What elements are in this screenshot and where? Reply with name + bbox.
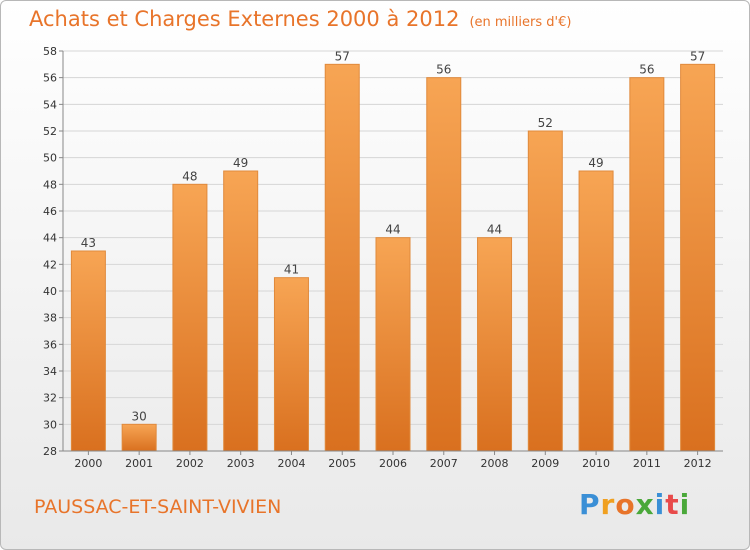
y-tick-label: 40	[43, 285, 57, 298]
x-tick-label-2000: 2000	[74, 457, 102, 470]
bar-2004	[273, 277, 309, 452]
x-tick-label-2008: 2008	[481, 457, 509, 470]
logo-letter: x	[635, 488, 655, 521]
y-tick-label: 50	[43, 152, 57, 165]
data-label-2004: 41	[284, 263, 299, 277]
logo-letter: P	[579, 488, 601, 521]
y-tick-label: 52	[43, 125, 57, 138]
logo-letter: i	[679, 488, 691, 521]
x-tick-label-2009: 2009	[531, 457, 559, 470]
bar-2008	[477, 237, 513, 452]
commune-name: PAUSSAC-ET-SAINT-VIVIEN	[34, 496, 282, 518]
data-label-2000: 43	[81, 236, 96, 250]
y-tick-label: 36	[43, 338, 57, 351]
data-label-2002: 48	[182, 169, 197, 183]
logo-letter: o	[615, 488, 636, 521]
bar-2010	[578, 170, 614, 452]
x-tick-label-2002: 2002	[176, 457, 204, 470]
logo-letter: r	[600, 488, 616, 521]
y-tick-label: 32	[43, 392, 57, 405]
bar-2005	[324, 63, 360, 452]
x-tick-label-2006: 2006	[379, 457, 407, 470]
data-label-2010: 49	[588, 156, 603, 170]
data-label-2001: 30	[132, 409, 147, 423]
x-tick-label-2011: 2011	[633, 457, 661, 470]
data-label-2011: 56	[639, 63, 654, 77]
y-tick-label: 48	[43, 178, 57, 191]
y-tick-label: 44	[43, 232, 57, 245]
x-tick-label-2001: 2001	[125, 457, 153, 470]
proxiti-logo: Proxiti	[579, 488, 690, 521]
axis-layer: 28 30 32 34 36 38 40 42 44 46 48 50 52 54 56 58 2000 2001…	[43, 45, 723, 470]
y-tick-label: 42	[43, 258, 57, 271]
bar-layer: 43 30 48 49 41 57 44 56 44 52 49 56 57	[70, 49, 716, 452]
y-tick-label: 58	[43, 45, 57, 58]
chart-unit: (en milliers d'€)	[469, 15, 572, 30]
bar-2012	[680, 63, 716, 452]
x-tick-label-2003: 2003	[227, 457, 255, 470]
bar-2007	[426, 77, 462, 452]
x-tick-label-2007: 2007	[430, 457, 458, 470]
data-label-2005: 57	[335, 49, 350, 63]
y-tick-label: 56	[43, 72, 57, 85]
bar-2000	[70, 250, 106, 452]
bar-2011	[629, 77, 665, 452]
y-tick-label: 38	[43, 312, 57, 325]
data-label-2008: 44	[487, 223, 502, 237]
bar-2001	[121, 423, 157, 452]
data-label-2003: 49	[233, 156, 248, 170]
bar-2003	[223, 170, 259, 452]
logo-letter: t	[665, 488, 680, 521]
bar-2009	[527, 130, 563, 452]
y-tick-label: 34	[43, 365, 57, 378]
data-label-2012: 57	[690, 49, 705, 63]
x-tick-label-2010: 2010	[582, 457, 610, 470]
y-tick-label: 54	[43, 98, 57, 111]
data-label-2009: 52	[538, 116, 553, 130]
logo-letter: i	[654, 488, 666, 521]
y-tick-label: 28	[43, 445, 57, 458]
chart-title-text: Achats et Charges Externes 2000 à 2012	[29, 7, 460, 31]
data-label-2007: 56	[436, 63, 451, 77]
x-tick-label-2004: 2004	[277, 457, 305, 470]
data-label-2006: 44	[385, 223, 400, 237]
chart-title: Achats et Charges Externes 2000 à 2012 (e…	[29, 7, 571, 31]
y-tick-label: 46	[43, 205, 57, 218]
bar-2002	[172, 183, 208, 452]
x-tick-label-2012: 2012	[684, 457, 712, 470]
x-tick-label-2005: 2005	[328, 457, 356, 470]
y-tick-label: 30	[43, 418, 57, 431]
bar-2006	[375, 237, 411, 452]
